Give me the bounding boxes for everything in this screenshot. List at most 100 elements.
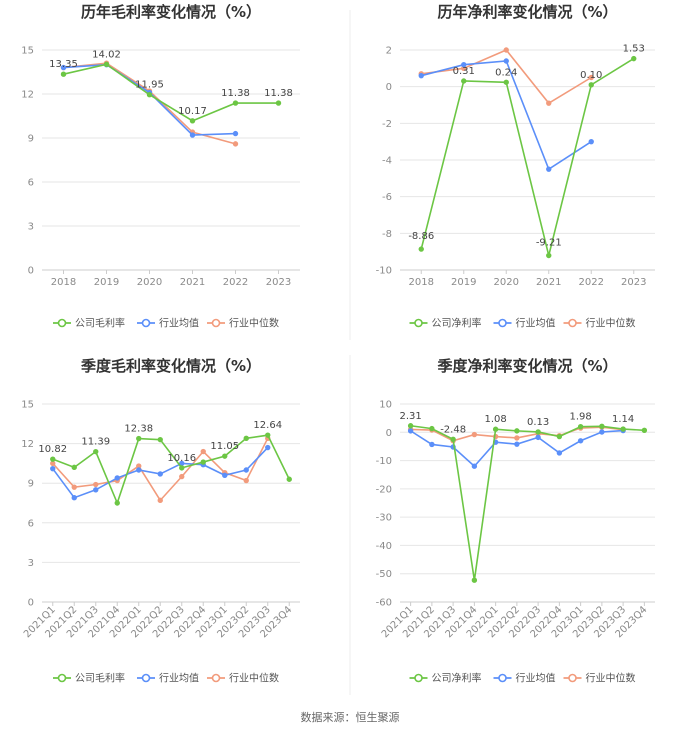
y-tick-label: 3	[28, 222, 34, 233]
data-point-avg	[514, 441, 520, 447]
data-point-company	[588, 82, 594, 88]
data-label: 10.16	[167, 453, 196, 464]
legend-label: 行业中位数	[586, 317, 636, 330]
data-point-avg	[71, 495, 77, 501]
data-point-company	[136, 435, 142, 442]
series-line-avg	[63, 63, 236, 136]
legend-item-avg: 行业均值	[137, 672, 199, 685]
legend-label: 行业均值	[159, 317, 199, 330]
x-tick-label: 2020	[137, 277, 162, 288]
legend-marker	[568, 318, 577, 328]
legend-marker	[141, 673, 151, 683]
data-point-company	[631, 55, 637, 62]
data-label: -9.21	[536, 238, 562, 249]
legend-marker	[141, 318, 151, 328]
data-point-median	[514, 435, 520, 441]
data-point-company	[535, 429, 541, 435]
data-point-median	[588, 74, 594, 81]
legend-label: 公司毛利率	[75, 317, 125, 330]
data-point-avg	[503, 58, 509, 64]
data-point-company	[200, 459, 206, 465]
legend-label: 行业均值	[516, 317, 556, 330]
data-point-company	[407, 423, 414, 429]
x-tick-label: 2021	[180, 277, 205, 288]
y-tick-label: 3	[28, 558, 34, 569]
data-label: 0.31	[453, 66, 475, 77]
data-point-avg	[157, 471, 163, 477]
data-point-avg	[222, 472, 228, 478]
data-point-company	[243, 435, 249, 442]
data-point-company	[599, 423, 605, 430]
data-label: 0.10	[580, 70, 602, 81]
x-tick-label: 2019	[94, 277, 119, 288]
data-point-median	[232, 141, 239, 147]
y-tick-label: 15	[21, 46, 34, 57]
data-point-company	[50, 456, 56, 462]
data-label: 2.31	[399, 411, 421, 422]
data-point-company	[556, 433, 563, 440]
legend-label: 公司净利率	[432, 672, 482, 685]
data-point-avg	[461, 61, 467, 68]
data-point-avg	[418, 72, 424, 79]
y-tick-label: 6	[28, 518, 34, 529]
x-tick-label: 2021	[536, 277, 561, 288]
data-point-median	[546, 100, 552, 106]
data-point-median	[471, 431, 478, 438]
data-point-median	[157, 497, 163, 504]
legend-marker	[211, 673, 221, 683]
series-line-company	[410, 424, 645, 581]
data-point-company	[429, 425, 435, 432]
legend-item-median: 行业中位数	[563, 672, 636, 685]
data-point-avg	[407, 428, 414, 434]
data-point-company	[71, 464, 77, 471]
data-label: 11.38	[264, 88, 293, 99]
y-tick-label: -4	[382, 156, 392, 167]
data-point-avg	[60, 64, 67, 71]
data-label: 11.95	[135, 80, 164, 91]
x-tick-label: 2018	[51, 277, 76, 288]
data-label: 12.38	[124, 424, 153, 435]
legend-marker	[498, 673, 507, 683]
data-point-avg	[429, 441, 435, 448]
data-point-company	[232, 100, 239, 106]
y-tick-label: -60	[376, 598, 392, 609]
data-label: 10.82	[38, 444, 67, 455]
data-point-avg	[93, 487, 99, 493]
series-line-company	[420, 57, 635, 256]
data-point-avg	[232, 130, 239, 137]
data-label: -8.86	[408, 231, 434, 242]
data-point-median	[243, 477, 249, 484]
y-tick-label: 0	[386, 428, 392, 439]
chart-title: 历年毛利率变化情况（%）	[81, 3, 261, 21]
data-point-company	[189, 118, 196, 124]
y-tick-label: -50	[376, 569, 392, 580]
data-point-company	[179, 465, 185, 471]
y-tick-label: 6	[28, 178, 34, 189]
legend-marker	[211, 318, 221, 328]
data-point-company	[577, 423, 584, 430]
data-label: 0.13	[527, 417, 549, 428]
y-tick-label: 9	[28, 479, 34, 490]
legend-item-median: 行业中位数	[207, 317, 279, 330]
data-point-avg	[136, 467, 142, 473]
legend-label: 行业均值	[159, 672, 199, 685]
data-point-company	[418, 246, 424, 252]
data-label: 11.05	[210, 441, 239, 452]
x-tick-label: 2022	[223, 277, 248, 288]
data-point-avg	[114, 475, 120, 481]
y-tick-label: 12	[21, 90, 34, 101]
data-point-company	[461, 78, 467, 84]
y-tick-label: -6	[382, 192, 392, 203]
data-point-avg	[471, 463, 478, 469]
data-point-company	[275, 100, 282, 106]
data-point-company	[514, 428, 520, 434]
data-point-company	[60, 71, 67, 77]
x-tick-label: 2022	[579, 277, 604, 288]
series-line-company	[63, 63, 279, 122]
data-label: 11.39	[81, 437, 110, 448]
legend-marker	[568, 673, 577, 683]
data-point-avg	[189, 132, 196, 138]
chart-panel-1: 历年毛利率变化情况（%） 0 3 6 9 12 15 2018 2019 2020 2021 2022…	[21, 3, 300, 330]
y-tick-label: 9	[28, 134, 34, 145]
